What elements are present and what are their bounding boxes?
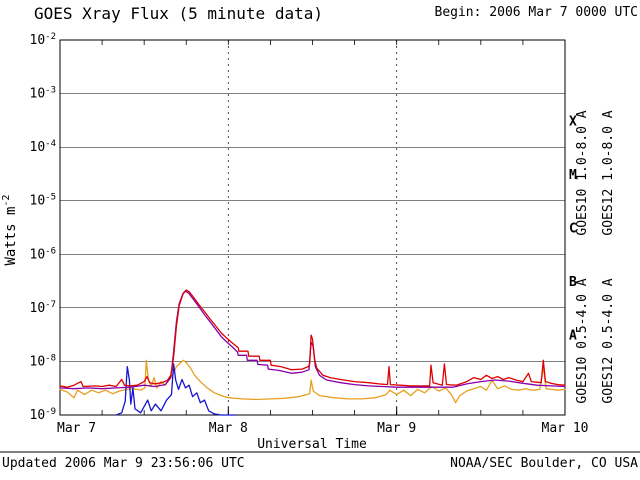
y-tick-label: 10-2 <box>30 32 57 48</box>
flare-class-b: B <box>569 275 577 290</box>
x-axis-label: Universal Time <box>257 437 367 452</box>
legend-goes10-short: GOES10 0.5-4.0 A <box>575 278 590 403</box>
credit-label: NOAA/SEC Boulder, CO USA <box>450 456 638 471</box>
y-tick-label: 10-9 <box>30 407 57 423</box>
y-tick-label: 10-7 <box>30 300 57 316</box>
x-tick-label: Mar 7 <box>57 421 96 436</box>
y-tick-label: 10-3 <box>30 86 57 102</box>
flare-class-c: C <box>569 222 577 237</box>
chart-title: GOES Xray Flux (5 minute data) <box>34 4 323 23</box>
legend-goes12-long: GOES12 1.0-8.0 A <box>601 110 616 235</box>
y-tick-label: 10-8 <box>30 353 57 369</box>
y-tick-label: 10-6 <box>30 246 57 262</box>
updated-timestamp: Updated 2006 Mar 9 23:56:06 UTC <box>2 456 245 471</box>
x-tick-label: Mar 10 <box>542 421 589 436</box>
legend-goes12-short: GOES12 0.5-4.0 A <box>601 278 616 403</box>
flare-class-a: A <box>569 329 577 344</box>
series-goes12-long <box>59 289 566 388</box>
y-axis-label: Watts m-2 <box>1 194 19 265</box>
x-tick-label: Mar 9 <box>377 421 416 436</box>
flare-class-x: X <box>569 114 577 129</box>
begin-label: Begin: 2006 Mar 7 0000 UTC <box>435 5 639 20</box>
y-tick-label: 10-4 <box>30 139 57 155</box>
x-tick-label: Mar 8 <box>209 421 248 436</box>
plot-frame <box>59 39 566 416</box>
flare-class-m: M <box>569 168 577 183</box>
series-goes12-short <box>115 363 236 416</box>
y-tick-label: 10-5 <box>30 193 57 209</box>
series-goes10-short <box>59 359 566 404</box>
legend-goes10-long: GOES10 1.0-8.0 A <box>575 110 590 235</box>
